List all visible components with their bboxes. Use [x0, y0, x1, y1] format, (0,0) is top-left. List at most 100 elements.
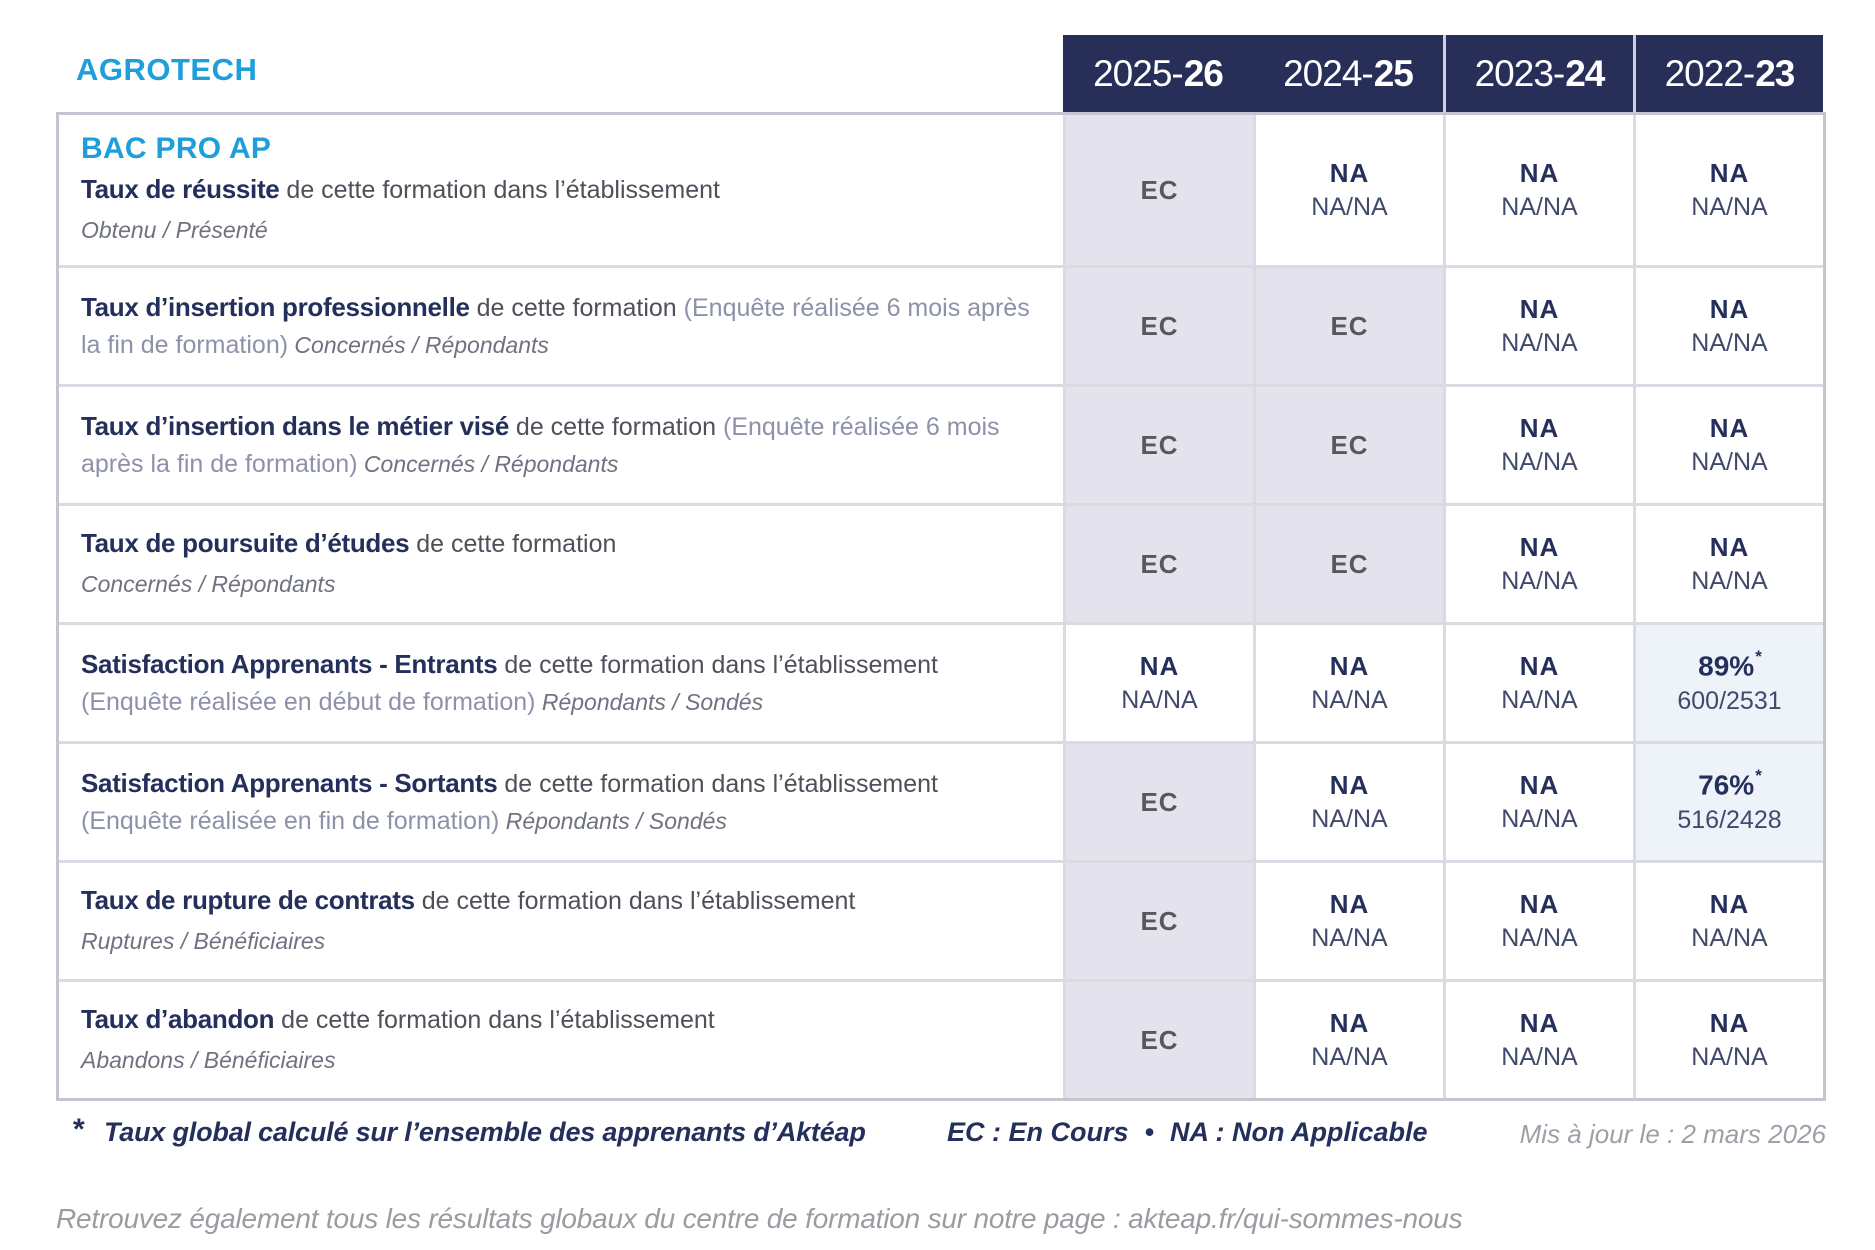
row-label: Satisfaction Apprenants - Sortants de ce… — [59, 744, 1063, 860]
asterisk-marker: * — [73, 1113, 85, 1146]
row-mid-text: de cette formation — [508, 412, 723, 441]
cell-2025-26: NA NA/NA — [1063, 625, 1253, 741]
row-label: Satisfaction Apprenants - Entrants de ce… — [59, 625, 1063, 741]
cell-value: NA — [1519, 651, 1560, 681]
table-row: Taux d’insertion dans le métier visé de … — [59, 387, 1823, 506]
cell-2023-24: NA NA/NA — [1443, 744, 1633, 860]
cell-2025-26: EC — [1063, 268, 1253, 384]
row-description: Satisfaction Apprenants - Entrants de ce… — [81, 646, 1037, 721]
cell-subvalue: NA/NA — [1691, 193, 1768, 221]
row-mid-text: de cette formation dans l’établissement — [274, 1006, 715, 1034]
row-description: Taux d’insertion dans le métier visé de … — [81, 408, 1037, 483]
cell-2023-24: NA NA/NA — [1443, 115, 1633, 265]
percentage-value: 89% — [1698, 650, 1755, 682]
cell-subvalue: NA/NA — [1501, 805, 1578, 833]
cell-subvalue: NA/NA — [1311, 686, 1388, 714]
cell-value: 89%* — [1698, 647, 1762, 682]
cell-value: EC — [1140, 429, 1179, 460]
year-prefix: 2025- — [1093, 52, 1184, 94]
last-updated-text: Mis à jour le : 2 mars 2026 — [1519, 1119, 1826, 1149]
cell-value: EC — [1140, 548, 1179, 579]
table-row: BAC PRO AP Taux de réussite de cette for… — [59, 115, 1823, 268]
row-description: Taux d’abandon de cette formation dans l… — [81, 1001, 1037, 1079]
row-sub-text: Obtenu / Présenté — [81, 216, 268, 243]
cell-2023-24: NA NA/NA — [1443, 625, 1633, 741]
row-mid-text: de cette formation — [409, 530, 617, 558]
cell-subvalue: 600/2531 — [1677, 686, 1782, 715]
asterisk-marker: * — [1755, 647, 1762, 667]
row-label: Taux d’insertion dans le métier visé de … — [59, 387, 1063, 503]
row-description: Taux d’insertion professionnelle de cett… — [81, 289, 1037, 364]
cell-value: NA — [1709, 889, 1750, 919]
table-row: Taux d’abandon de cette formation dans l… — [59, 982, 1823, 1098]
cell-subvalue: NA/NA — [1691, 329, 1768, 357]
row-sub-text: Abandons / Bénéficiaires — [81, 1047, 336, 1073]
row-label: Taux d’abandon de cette formation dans l… — [59, 982, 1063, 1098]
table-header-row: 2025- 26 2024- 25 2023- 24 2022- 23 — [59, 35, 1823, 112]
row-sub-text: Concernés / Répondants — [81, 571, 336, 597]
cell-2022-23: NA NA/NA — [1633, 863, 1823, 979]
row-description: Taux de poursuite d’études de cette form… — [81, 525, 1037, 603]
cell-value: NA — [1519, 770, 1560, 800]
cell-subvalue: NA/NA — [1501, 193, 1578, 221]
year-suffix: 26 — [1183, 52, 1224, 94]
asterisk-marker: * — [1755, 766, 1762, 786]
cell-2025-26: EC — [1063, 115, 1253, 265]
cell-2025-26: EC — [1063, 506, 1253, 622]
row-sub-text: Répondants / Sondés — [535, 688, 764, 715]
cell-value: NA — [1519, 532, 1560, 562]
row-label: Taux de rupture de contrats de cette for… — [59, 863, 1063, 979]
header-spacer — [59, 35, 1063, 112]
cell-value: NA — [1519, 413, 1560, 443]
legend-ec: EC : En Cours — [947, 1117, 1129, 1147]
row-sub-text: Concernés / Répondants — [357, 450, 619, 477]
cell-value: NA — [1329, 1008, 1370, 1038]
cell-value: NA — [1709, 532, 1750, 562]
row-title: Taux d’insertion professionnelle — [81, 291, 470, 322]
row-mid-text: de cette formation dans l’établissement — [414, 887, 856, 915]
cell-subvalue: NA/NA — [1691, 567, 1768, 595]
table-row: Taux de rupture de contrats de cette for… — [59, 863, 1823, 982]
cell-value: EC — [1330, 429, 1369, 460]
cell-value: NA — [1329, 770, 1370, 800]
cell-2022-23: 89%* 600/2531 — [1633, 625, 1823, 741]
row-mid-text: de cette formation dans l’établissement — [279, 175, 720, 204]
row-sub-text: Concernés / Répondants — [288, 331, 549, 358]
row-title: Taux d’abandon — [81, 1004, 275, 1034]
cell-2024-25: NA NA/NA — [1253, 115, 1443, 265]
cell-subvalue: NA/NA — [1311, 924, 1388, 952]
legend: EC : En Cours • NA : Non Applicable — [947, 1117, 1427, 1148]
cell-value: NA — [1709, 158, 1750, 188]
cell-value: NA — [1329, 651, 1370, 681]
cell-value: EC — [1140, 905, 1179, 936]
cell-2024-25: NA NA/NA — [1253, 744, 1443, 860]
cell-2022-23: NA NA/NA — [1633, 387, 1823, 503]
program-title: BAC PRO AP — [81, 131, 272, 165]
row-title: Satisfaction Apprenants - Entrants — [81, 648, 498, 679]
cell-2024-25: NA NA/NA — [1253, 625, 1443, 741]
table-row: Taux d’insertion professionnelle de cett… — [59, 268, 1823, 387]
cell-value: NA — [1519, 294, 1560, 324]
cell-value: EC — [1140, 310, 1179, 341]
row-paren-text: (Enquête réalisée 6 mois après la fin de… — [81, 412, 1000, 478]
cell-2024-25: NA NA/NA — [1253, 982, 1443, 1098]
cell-2024-25: EC — [1253, 387, 1443, 503]
cell-2023-24: NA NA/NA — [1443, 863, 1633, 979]
cell-2024-25: EC — [1253, 506, 1443, 622]
year-suffix: 24 — [1565, 52, 1605, 94]
cell-2022-23: NA NA/NA — [1633, 506, 1823, 622]
cell-2024-25: NA NA/NA — [1253, 863, 1443, 979]
cell-value: EC — [1140, 786, 1179, 817]
row-label: BAC PRO AP Taux de réussite de cette for… — [59, 115, 1063, 265]
year-suffix: 25 — [1373, 52, 1414, 94]
results-table: 2025- 26 2024- 25 2023- 24 2022- 23 BAC PRO … — [56, 35, 1826, 1101]
cell-2023-24: NA NA/NA — [1443, 982, 1633, 1098]
bullet-separator: • — [1144, 1117, 1154, 1147]
cell-subvalue: NA/NA — [1501, 448, 1578, 476]
column-header-2022-23: 2022- 23 — [1633, 35, 1823, 112]
row-title: Taux de poursuite d’études — [81, 528, 410, 558]
row-title: Satisfaction Apprenants - Sortants — [81, 767, 498, 798]
row-title: Taux de réussite — [81, 173, 280, 204]
row-paren-text: (Enquête réalisée 6 mois après la fin de… — [81, 293, 1030, 359]
cell-subvalue: NA/NA — [1311, 805, 1388, 833]
